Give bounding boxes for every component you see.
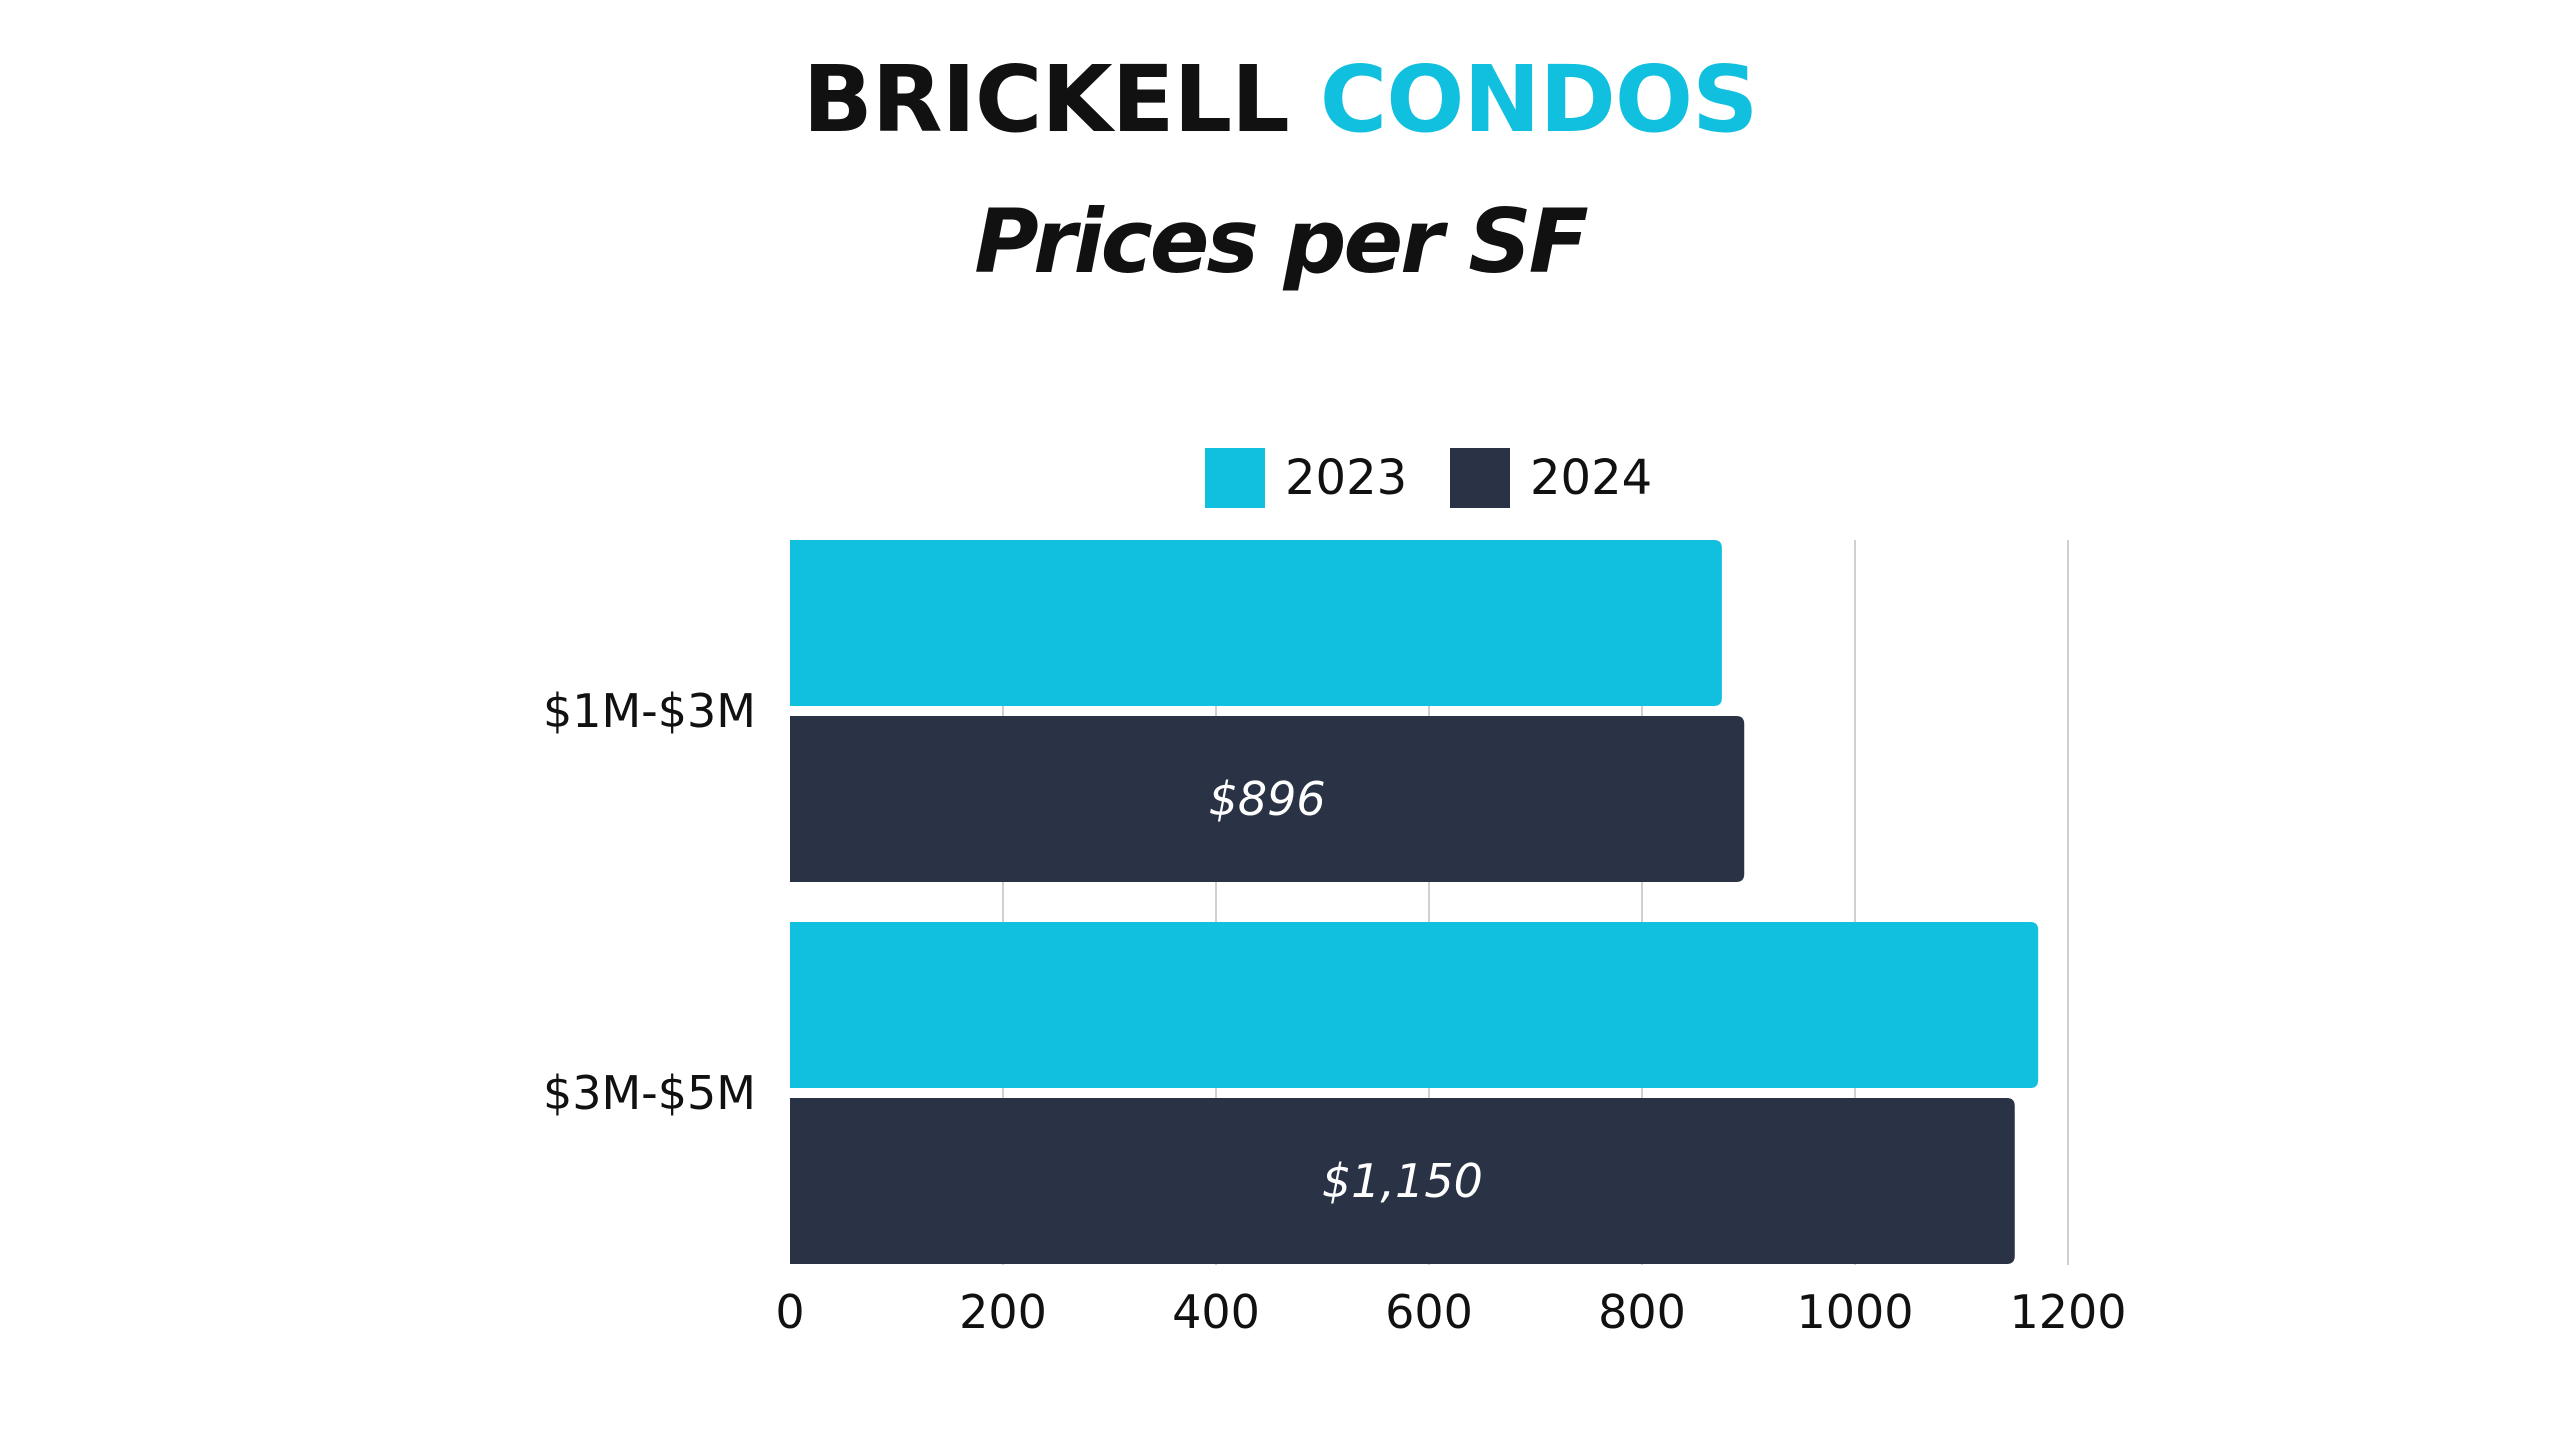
- bar-2023: [790, 540, 1722, 706]
- category-label: $1M-$3M: [543, 684, 756, 738]
- legend-label: 2023: [1285, 450, 1407, 506]
- legend-swatch: [1450, 448, 1510, 508]
- legend-swatch: [1205, 448, 1265, 508]
- title-part-1: BRICKELL: [802, 46, 1290, 153]
- title-block: BRICKELL CONDOS Prices per SF: [0, 40, 2560, 302]
- data-label: $1,150: [1322, 1154, 1483, 1208]
- bar-2024: [790, 1098, 2015, 1264]
- x-tick-label: 0: [775, 1285, 804, 1339]
- x-tick-label: 1200: [2009, 1285, 2126, 1339]
- bar-2024: [790, 716, 1745, 882]
- x-tick-label: 1000: [1796, 1285, 1913, 1339]
- data-label: $896: [1209, 772, 1326, 826]
- x-tick-label: 800: [1598, 1285, 1686, 1339]
- x-tick-label: 400: [1172, 1285, 1260, 1339]
- title-part-2: CONDOS: [1319, 46, 1759, 153]
- category-label: $3M-$5M: [543, 1066, 756, 1120]
- chart-title: BRICKELL CONDOS: [0, 40, 2560, 160]
- x-tick-label: 200: [959, 1285, 1047, 1339]
- chart-subtitle: Prices per SF: [974, 190, 1588, 293]
- x-tick-label: 600: [1385, 1285, 1473, 1339]
- legend-label: 2024: [1530, 450, 1652, 506]
- bar-2023: [790, 922, 2039, 1088]
